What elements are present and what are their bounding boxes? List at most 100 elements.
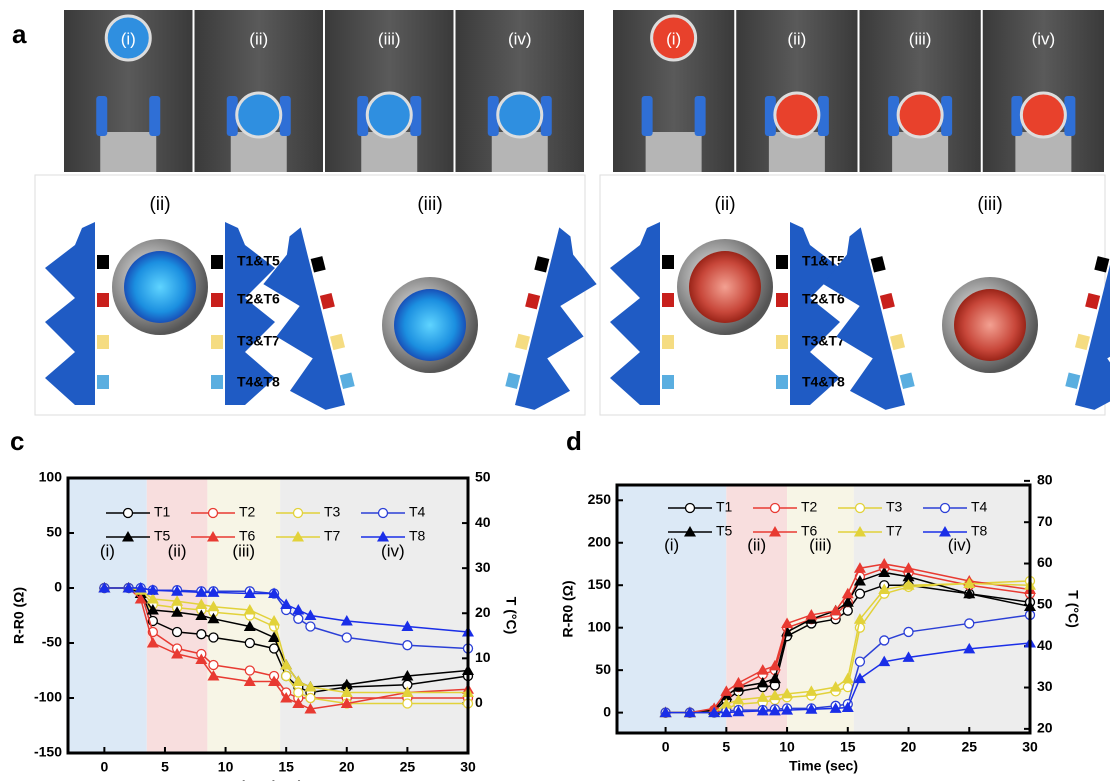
sensor bbox=[505, 373, 520, 389]
y-tick-label: 0 bbox=[603, 703, 611, 719]
cup bbox=[237, 93, 281, 137]
y-tick-label: 200 bbox=[588, 533, 612, 549]
legend-label: T8 bbox=[409, 528, 426, 544]
sensor bbox=[97, 255, 109, 269]
marker bbox=[965, 619, 974, 628]
ball bbox=[954, 289, 1026, 361]
y2-tick-label: 30 bbox=[1037, 678, 1053, 694]
legend-label: T5 bbox=[154, 528, 171, 544]
finger-body bbox=[515, 227, 608, 417]
sensor bbox=[311, 256, 326, 272]
diagram bbox=[252, 224, 608, 417]
sensor bbox=[662, 255, 674, 269]
x-tick-label: 5 bbox=[161, 759, 169, 775]
legend-label: T4 bbox=[409, 504, 426, 520]
legend-label: T8 bbox=[971, 523, 988, 539]
y-tick-label: 100 bbox=[39, 469, 63, 485]
marker bbox=[855, 623, 864, 632]
sensor bbox=[211, 255, 223, 269]
x-tick-label: 10 bbox=[779, 739, 795, 755]
marker bbox=[209, 661, 218, 670]
finger-body bbox=[610, 222, 660, 405]
x-tick-label: 30 bbox=[460, 759, 476, 775]
photo-label: (iv) bbox=[1032, 29, 1056, 48]
phase-label: (i) bbox=[100, 541, 115, 560]
sensor bbox=[330, 334, 345, 350]
legend-label: T1 bbox=[154, 504, 171, 520]
sensor bbox=[776, 255, 788, 269]
legend-label: T2 bbox=[801, 499, 818, 515]
diagram-label: (iii) bbox=[417, 194, 442, 215]
marker bbox=[843, 683, 852, 692]
y-tick-label: 100 bbox=[588, 618, 612, 634]
phase-label: (ii) bbox=[747, 535, 766, 554]
marker bbox=[294, 614, 303, 623]
sensor bbox=[1065, 373, 1080, 389]
gripper-finger bbox=[149, 96, 160, 136]
marker bbox=[245, 639, 254, 648]
photo-label: (ii) bbox=[787, 29, 806, 48]
legend-marker bbox=[124, 509, 133, 518]
sensor bbox=[1075, 334, 1090, 350]
phase-label: (i) bbox=[664, 535, 679, 554]
marker bbox=[306, 622, 315, 631]
phase-label: (ii) bbox=[168, 541, 187, 560]
diagram-label: (iii) bbox=[977, 194, 1002, 215]
sensor bbox=[776, 335, 788, 349]
photo-label: (i) bbox=[121, 29, 136, 48]
sensor bbox=[320, 293, 335, 309]
gripper-base bbox=[646, 132, 702, 172]
x-tick-label: 20 bbox=[901, 739, 917, 755]
y-tick-label: -100 bbox=[34, 689, 62, 705]
legend-label: T3 bbox=[324, 504, 341, 520]
marker bbox=[403, 699, 412, 708]
photo-label: (ii) bbox=[249, 29, 268, 48]
panel-label: d bbox=[566, 426, 582, 456]
cup bbox=[1021, 93, 1065, 137]
sensor bbox=[776, 375, 788, 389]
sensor-label: T4&T8 bbox=[237, 374, 280, 390]
phase-band bbox=[68, 478, 147, 753]
phase-band bbox=[617, 485, 726, 733]
gripper-finger bbox=[642, 96, 653, 136]
legend-label: T7 bbox=[324, 528, 341, 544]
sensor bbox=[97, 293, 109, 307]
sensor bbox=[97, 335, 109, 349]
marker bbox=[306, 694, 315, 703]
x-tick-label: 30 bbox=[1022, 739, 1038, 755]
x-tick-label: 15 bbox=[278, 759, 294, 775]
x-tick-label: 20 bbox=[339, 759, 355, 775]
y2-tick-label: 10 bbox=[475, 649, 491, 665]
phase-label: (iv) bbox=[381, 541, 405, 560]
legend-marker bbox=[771, 504, 780, 513]
panel-label: c bbox=[10, 426, 24, 456]
photo-label: (iii) bbox=[378, 29, 401, 48]
x-tick-label: 15 bbox=[840, 739, 856, 755]
marker bbox=[173, 628, 182, 637]
finger bbox=[45, 222, 109, 405]
marker bbox=[403, 641, 412, 650]
marker bbox=[342, 633, 351, 642]
sensor bbox=[1085, 293, 1100, 309]
sensor bbox=[211, 293, 223, 307]
y-tick-label: 150 bbox=[588, 576, 612, 592]
y-tick-label: 50 bbox=[46, 524, 62, 540]
y2-tick-label: 50 bbox=[1037, 596, 1053, 612]
sensor bbox=[890, 334, 905, 350]
x-tick-label: 5 bbox=[722, 739, 730, 755]
y2-tick-label: 30 bbox=[475, 559, 491, 575]
phase-label: (iii) bbox=[232, 541, 255, 560]
sensor-label: T2&T6 bbox=[237, 291, 280, 307]
marker bbox=[282, 672, 291, 681]
finger bbox=[501, 224, 607, 417]
ball bbox=[689, 251, 761, 323]
sensor bbox=[1094, 256, 1109, 272]
y2-tick-label: 70 bbox=[1037, 513, 1053, 529]
figure: a b c d (i)(ii)(iii)(iv)(i)(ii)(iii)(iv)… bbox=[0, 0, 1110, 781]
marker bbox=[245, 666, 254, 675]
legend-label: T1 bbox=[716, 499, 733, 515]
legend-marker bbox=[686, 504, 695, 513]
phase-label: (iv) bbox=[948, 535, 972, 554]
marker bbox=[843, 606, 852, 615]
y-tick-label: -50 bbox=[42, 634, 62, 650]
